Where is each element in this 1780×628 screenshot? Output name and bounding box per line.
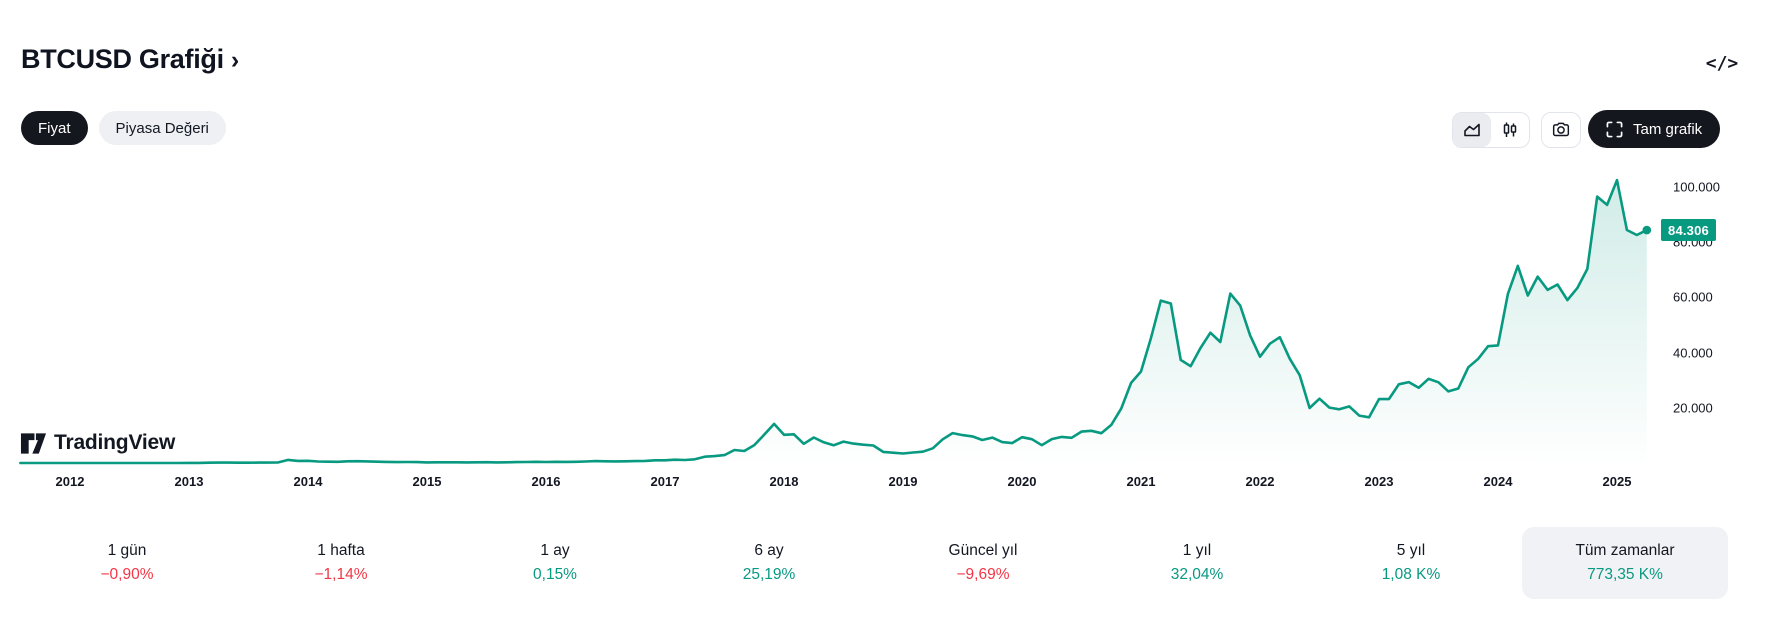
price-toggle-button[interactable]: Fiyat [21, 111, 88, 145]
stat-item-6[interactable]: 1 yıl 32,04% [1094, 527, 1300, 599]
stat-label: 1 ay [540, 542, 570, 559]
x-tick: 2016 [531, 474, 561, 489]
stat-item-1[interactable]: 1 gün −0,90% [24, 527, 230, 599]
stat-value: −9,69% [956, 566, 1010, 583]
stat-value: 32,04% [1170, 566, 1224, 583]
y-tick: 20.000 [1673, 400, 1713, 416]
candle-chart-type-button[interactable] [1491, 113, 1529, 147]
x-tick: 2021 [1126, 474, 1156, 489]
stat-value: 1,08 K% [1381, 566, 1441, 583]
market-cap-toggle-button[interactable]: Piyasa Değeri [98, 111, 226, 145]
tradingview-logo[interactable]: TradingView [20, 431, 175, 455]
x-tick: 2024 [1483, 474, 1513, 489]
stat-item-2[interactable]: 1 hafta −1,14% [238, 527, 444, 599]
stat-label: 1 gün [107, 542, 147, 559]
x-tick: 2023 [1364, 474, 1394, 489]
embed-code-icon[interactable]: </> [1705, 52, 1739, 74]
stat-item-8[interactable]: Tüm zamanlar 773,35 K% [1522, 527, 1728, 599]
x-tick: 2017 [650, 474, 680, 489]
y-tick: 60.000 [1673, 289, 1713, 305]
stat-value: 0,15% [533, 566, 577, 583]
stat-item-7[interactable]: 5 yıl 1,08 K% [1308, 527, 1514, 599]
area-chart-icon [1464, 123, 1480, 137]
x-tick: 2019 [888, 474, 918, 489]
last-price-dot [1642, 225, 1652, 235]
y-tick: 100.000 [1673, 179, 1720, 195]
price-badge: 84.306 [1661, 219, 1716, 241]
fullscreen-icon [1606, 121, 1623, 137]
stat-item-3[interactable]: 1 ay 0,15% [452, 527, 658, 599]
stat-label: 6 ay [754, 542, 784, 559]
stat-value: 25,19% [742, 566, 796, 583]
header: BTCUSD Grafiği › [21, 44, 239, 75]
stat-label: 1 hafta [317, 542, 365, 559]
tradingview-logo-text: TradingView [54, 431, 176, 454]
y-tick: 40.000 [1673, 345, 1713, 360]
stat-value: −1,14% [314, 566, 368, 583]
stats-row: 1 gün −0,90% 1 hafta −1,14% 1 ay 0,15% 6 ay 25,… [20, 527, 1732, 599]
x-tick: 2018 [769, 474, 799, 489]
snapshot-button[interactable] [1541, 112, 1581, 148]
chart-type-segmented-control [1452, 112, 1530, 148]
fullscreen-label: Tam grafik [1633, 120, 1703, 138]
price-line [19, 178, 1649, 465]
stat-value: −0,90% [100, 566, 154, 583]
stat-label: 5 yıl [1396, 542, 1426, 559]
title-chevron-icon[interactable]: › [230, 46, 240, 74]
stat-item-4[interactable]: 6 ay 25,19% [666, 527, 872, 599]
stat-label: Tüm zamanlar [1575, 542, 1675, 559]
x-tick: 2015 [412, 474, 442, 489]
candles-icon [1503, 122, 1517, 137]
stat-label: 1 yıl [1182, 542, 1212, 559]
page-title: BTCUSD Grafiği [21, 44, 224, 74]
area-chart-type-button[interactable] [1453, 113, 1491, 147]
x-tick: 2022 [1245, 474, 1275, 489]
mode-toggle-group: Fiyat Piyasa Değeri [21, 111, 226, 145]
camera-icon [1552, 122, 1570, 137]
tradingview-logo-mark [20, 432, 47, 454]
x-tick: 2025 [1602, 474, 1632, 489]
stat-value: 773,35 K% [1587, 566, 1663, 583]
x-tick: 2012 [55, 474, 85, 489]
stat-label: Güncel yıl [948, 542, 1018, 559]
price-area-fill [20, 180, 1647, 463]
stat-item-5[interactable]: Güncel yıl −9,69% [880, 527, 1086, 599]
x-tick: 2013 [174, 474, 204, 489]
x-tick: 2014 [293, 474, 323, 489]
x-tick: 2020 [1007, 474, 1037, 489]
fullscreen-button[interactable]: Tam grafik [1588, 110, 1721, 148]
